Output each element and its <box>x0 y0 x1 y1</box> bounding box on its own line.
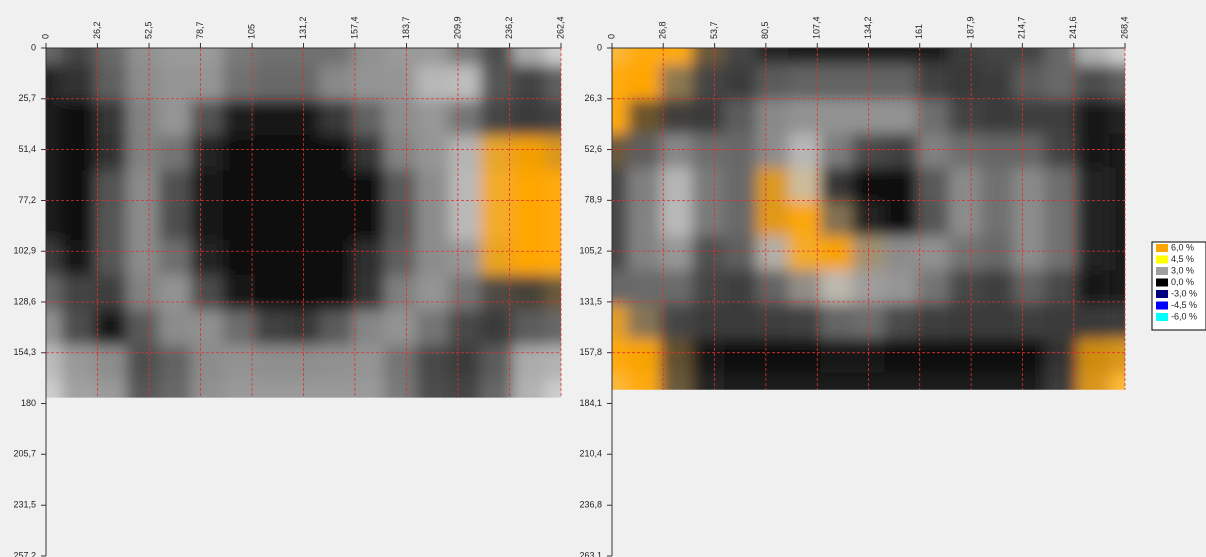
y-tick-label: 231,5 <box>13 500 36 510</box>
legend-label: 3,0 % <box>1171 265 1194 275</box>
legend-swatch <box>1156 313 1168 321</box>
x-tick-label: 26,8 <box>658 21 668 39</box>
x-tick-label: 241,6 <box>1068 16 1078 39</box>
legend-swatch <box>1156 278 1168 287</box>
x-tick-label: 209,9 <box>452 16 462 39</box>
y-tick-label: 154,3 <box>13 347 36 357</box>
y-tick-label: 210,4 <box>579 449 602 459</box>
legend-label: 4,5 % <box>1171 254 1194 264</box>
x-tick-label: 0 <box>606 34 616 39</box>
y-tick-label: 157,8 <box>579 347 602 357</box>
y-tick-label: 26,3 <box>584 93 602 103</box>
legend-label: -3,0 % <box>1171 288 1197 298</box>
legend-swatch <box>1156 255 1168 264</box>
y-tick-label: 105,2 <box>579 245 602 255</box>
heatmap-cells <box>46 48 561 398</box>
y-tick-label: 51,4 <box>18 144 36 154</box>
y-tick-label: 77,2 <box>18 195 36 205</box>
legend-swatch <box>1156 290 1168 298</box>
x-tick-label: 52,5 <box>143 21 153 39</box>
x-tick-label: 131,2 <box>298 16 308 39</box>
heatmap <box>612 48 1125 390</box>
heatmap-cell <box>512 345 561 398</box>
y-tick-label: 0 <box>31 42 36 52</box>
y-tick-label: 52,6 <box>584 144 602 154</box>
x-tick-label: 214,7 <box>1017 16 1027 39</box>
x-tick-label: 134,2 <box>863 16 873 39</box>
x-tick-label: 26,2 <box>92 21 102 39</box>
heatmap <box>46 48 561 398</box>
legend-swatch <box>1156 301 1168 310</box>
y-tick-label: 263,1 <box>579 550 602 557</box>
x-tick-label: 157,4 <box>349 16 359 39</box>
legend-label: 0,0 % <box>1171 277 1194 287</box>
y-tick-label: 25,7 <box>18 93 36 103</box>
legend-label: -6,0 % <box>1171 311 1197 321</box>
y-tick-label: 236,8 <box>579 500 602 510</box>
legend-label: 6,0 % <box>1171 242 1194 252</box>
y-tick-label: 131,5 <box>579 296 602 306</box>
y-tick-label: 257,2 <box>13 550 36 557</box>
legend-swatch <box>1156 244 1168 252</box>
y-tick-label: 184,1 <box>579 398 602 408</box>
x-tick-label: 161 <box>914 24 924 39</box>
y-tick-label: 205,7 <box>13 449 36 459</box>
legend-label: -4,5 % <box>1171 300 1197 310</box>
legend-swatch <box>1156 267 1168 275</box>
x-tick-label: 53,7 <box>709 21 719 39</box>
x-tick-label: 80,5 <box>760 21 770 39</box>
x-tick-label: 107,4 <box>812 16 822 39</box>
x-tick-label: 262,4 <box>555 16 565 39</box>
y-tick-label: 102,9 <box>13 246 36 256</box>
x-tick-label: 187,9 <box>966 16 976 39</box>
x-tick-label: 268,4 <box>1119 16 1129 39</box>
y-tick-label: 180 <box>21 398 36 408</box>
x-tick-label: 0 <box>40 34 50 39</box>
x-tick-label: 183,7 <box>401 16 411 39</box>
x-tick-label: 236,2 <box>504 16 514 39</box>
y-tick-label: 78,9 <box>584 195 602 205</box>
heatmap-cell <box>1076 338 1125 390</box>
x-tick-label: 105 <box>246 24 256 39</box>
heatmap-cells <box>612 48 1125 390</box>
y-tick-label: 0 <box>597 42 602 52</box>
x-tick-label: 78,7 <box>195 21 205 39</box>
y-tick-label: 128,6 <box>13 296 36 306</box>
